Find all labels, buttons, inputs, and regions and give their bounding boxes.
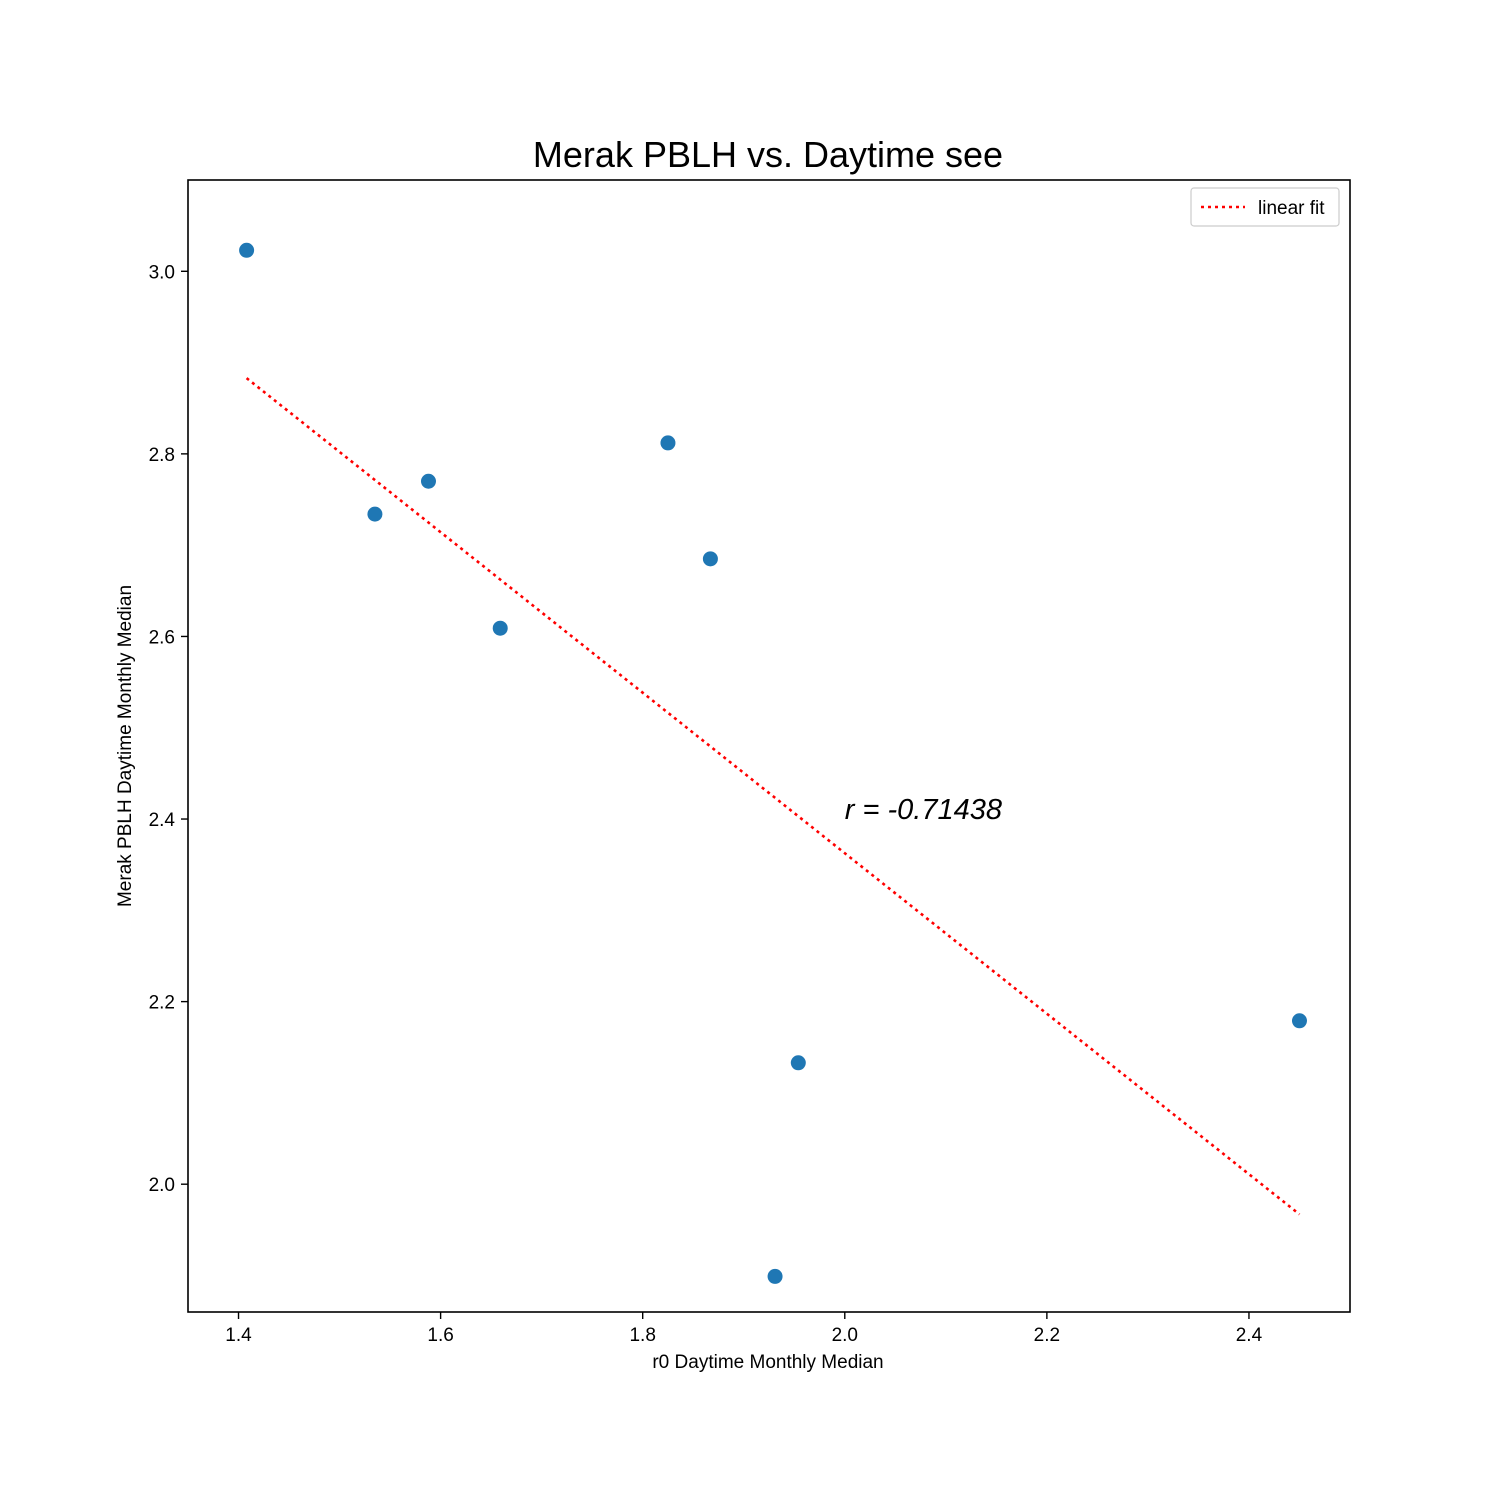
scatter-point bbox=[239, 242, 255, 258]
x-axis-label: r0 Daytime Monthly Median bbox=[652, 1352, 883, 1373]
x-tick-label: 2.2 bbox=[1034, 1325, 1060, 1346]
scatter-point bbox=[420, 473, 436, 489]
y-tick-label: 2.0 bbox=[149, 1175, 175, 1196]
x-tick-label: 1.8 bbox=[629, 1325, 655, 1346]
y-axis-label: Merak PBLH Daytime Monthly Median bbox=[115, 585, 136, 907]
y-tick-label: 2.8 bbox=[149, 445, 175, 466]
scatter-point bbox=[702, 551, 718, 567]
y-axis-ticks: 2.0 2.2 2.4 2.6 2.8 3.0 bbox=[149, 262, 188, 1196]
x-tick-label: 2.0 bbox=[832, 1325, 858, 1346]
x-tick-label: 2.4 bbox=[1236, 1325, 1263, 1346]
linear-fit-line bbox=[245, 377, 1301, 1216]
scatter-points-layer bbox=[239, 242, 1307, 1284]
annotation-layer: r = -0.71438 bbox=[845, 794, 1002, 826]
x-tick-label: 1.4 bbox=[225, 1325, 252, 1346]
correlation-annotation: r = -0.71438 bbox=[845, 794, 1002, 826]
scatter-point bbox=[367, 506, 383, 522]
scatter-point bbox=[492, 620, 508, 636]
y-tick-label: 2.6 bbox=[149, 627, 175, 648]
scatter-point bbox=[790, 1055, 806, 1071]
legend: linear fit bbox=[1190, 187, 1340, 227]
y-tick-label: 2.2 bbox=[149, 993, 175, 1014]
y-tick-label: 3.0 bbox=[149, 262, 175, 283]
legend-box bbox=[1190, 187, 1340, 227]
plot-area-frame bbox=[187, 179, 1351, 1313]
scatter-point bbox=[660, 435, 676, 451]
legend-label: linear fit bbox=[1258, 198, 1325, 219]
fit-line-layer bbox=[245, 377, 1301, 1216]
x-tick-label: 1.6 bbox=[427, 1325, 453, 1346]
scatter-point bbox=[1291, 1013, 1307, 1029]
scatter-point bbox=[767, 1268, 783, 1284]
chart-title: Merak PBLH vs. Daytime see bbox=[533, 134, 1003, 175]
x-axis-ticks: 1.4 1.6 1.8 2.0 2.2 2.4 bbox=[225, 1312, 1263, 1346]
y-tick-label: 2.4 bbox=[149, 810, 176, 831]
